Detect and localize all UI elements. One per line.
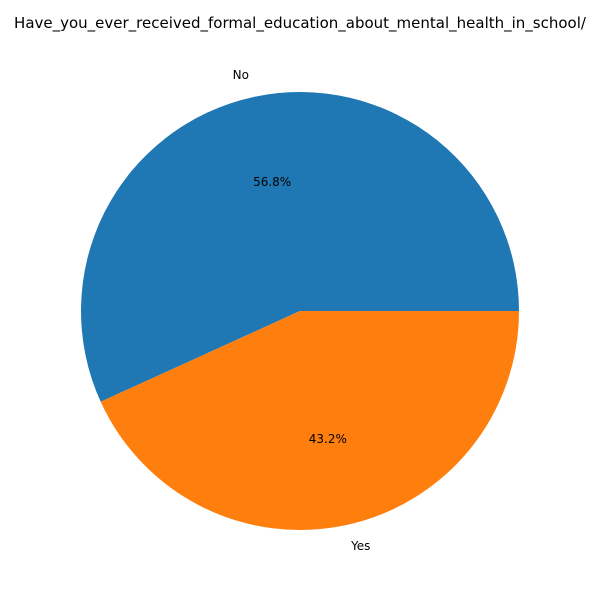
slice-label-yes: Yes [350,539,370,553]
slice-label-no: No [233,68,249,82]
pie-slice-no [81,92,519,402]
pie-slice-yes [100,311,519,531]
pct-label-no: 56.8% [253,175,291,189]
chart-title: Have_you_ever_received_formal_education_… [14,14,586,32]
pct-label-yes: 43.2% [309,432,347,446]
